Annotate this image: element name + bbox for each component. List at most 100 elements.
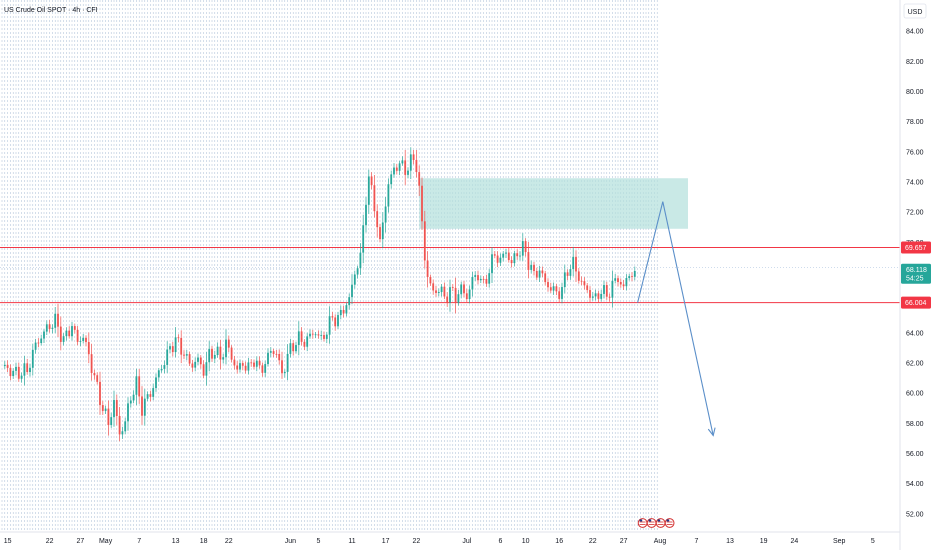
y-tick-label: 74.00: [906, 180, 924, 187]
candle-body: [479, 278, 482, 281]
candle-body: [104, 408, 107, 411]
candle-body: [250, 362, 253, 364]
candle-body: [429, 277, 432, 284]
candle-body: [247, 362, 250, 371]
y-tick-label: 78.00: [906, 119, 924, 126]
x-tick-label: May: [99, 538, 113, 545]
candle-body: [608, 296, 611, 298]
candle-body: [524, 241, 527, 253]
candle-body: [328, 316, 331, 335]
candle-body: [586, 285, 589, 291]
candle-body: [20, 375, 23, 379]
last-price-label: 68.118: [906, 267, 927, 274]
candle-body: [236, 365, 239, 370]
candle-body: [457, 294, 460, 303]
candle-body: [17, 366, 20, 379]
candle-body: [205, 362, 208, 376]
candle-body: [345, 305, 348, 314]
y-tick-label: 56.00: [906, 451, 924, 458]
x-tick-label: 6: [498, 538, 502, 545]
us-flag-event-icon-canton: [666, 519, 670, 522]
candle-body: [331, 316, 334, 318]
us-flag-event-icon-ring: [637, 518, 648, 528]
candle-body: [180, 337, 183, 355]
candle-body: [73, 326, 76, 330]
x-tick-label: Jun: [285, 538, 296, 545]
candle-body: [555, 286, 558, 292]
candle-body: [597, 293, 600, 299]
candle-body: [31, 349, 34, 368]
candle-body: [521, 241, 524, 256]
candle-body: [23, 363, 26, 376]
candle-body: [468, 289, 471, 300]
candle-body: [482, 278, 485, 280]
candle-body: [530, 264, 533, 270]
candle-body: [348, 297, 351, 306]
x-tick-label: 22: [46, 538, 54, 545]
candle-body: [566, 272, 569, 276]
x-tick-label: 24: [791, 538, 799, 545]
us-flag-event-icon[interactable]: [637, 518, 648, 528]
candle-body: [407, 170, 409, 175]
candle-body: [628, 276, 631, 279]
x-tick-label: 22: [413, 538, 421, 545]
candle-body: [527, 252, 530, 270]
candle-body: [253, 362, 255, 367]
candle-body: [202, 364, 205, 376]
candle-body: [390, 174, 393, 185]
y-tick-label: 54.00: [906, 481, 924, 488]
candle-body: [563, 272, 566, 288]
x-tick-label: Aug: [654, 538, 667, 545]
candle-body: [379, 227, 381, 240]
candle-body: [334, 317, 337, 327]
candle-body: [208, 348, 211, 363]
candle-body: [48, 324, 51, 329]
x-tick-label: 7: [694, 538, 698, 545]
candle-body: [446, 296, 449, 303]
candle-body: [603, 284, 605, 294]
candle-body: [258, 360, 261, 366]
candle-body: [421, 185, 423, 222]
us-flag-event-icon-ring: [655, 518, 666, 528]
candle-body: [538, 270, 541, 278]
candle-body: [171, 346, 174, 353]
candle-body: [552, 286, 555, 291]
candle-body: [589, 290, 591, 298]
candle-body: [29, 367, 31, 373]
candle-body: [230, 347, 233, 360]
candle-body: [423, 221, 426, 261]
candle-body: [211, 348, 213, 359]
candlestick-series: [3, 147, 636, 442]
x-tick-label: 13: [726, 538, 734, 545]
candle-body: [426, 260, 429, 278]
candle-body: [611, 280, 614, 298]
x-tick-label: 17: [382, 538, 390, 545]
candle-body: [286, 353, 289, 372]
candle-body: [233, 359, 236, 366]
us-flag-event-icon[interactable]: [664, 518, 675, 528]
bar-countdown-label: 54:25: [906, 276, 924, 283]
currency-button[interactable]: USD: [903, 3, 927, 19]
candle-body: [465, 293, 468, 300]
us-flag-event-icon[interactable]: [646, 518, 657, 528]
us-flag-event-icon[interactable]: [655, 518, 666, 528]
candle-body: [309, 333, 311, 337]
us-flag-event-icon-ring: [646, 518, 657, 528]
supply-zone: [419, 178, 688, 229]
candle-body: [519, 255, 521, 257]
candle-body: [183, 354, 185, 356]
candle-body: [113, 400, 115, 418]
y-tick-label: 82.00: [906, 59, 924, 66]
level-price-label: 69.657: [905, 245, 927, 252]
candle-body: [62, 336, 65, 342]
candle-body: [300, 331, 303, 342]
supply-zone-rect: [419, 178, 688, 229]
candle-body: [614, 278, 617, 281]
candle-body: [9, 367, 12, 377]
candle-body: [499, 257, 502, 263]
candle-body: [146, 394, 149, 399]
x-tick-label: 5: [316, 538, 320, 545]
candle-body: [572, 256, 575, 270]
candle-body: [353, 274, 356, 285]
